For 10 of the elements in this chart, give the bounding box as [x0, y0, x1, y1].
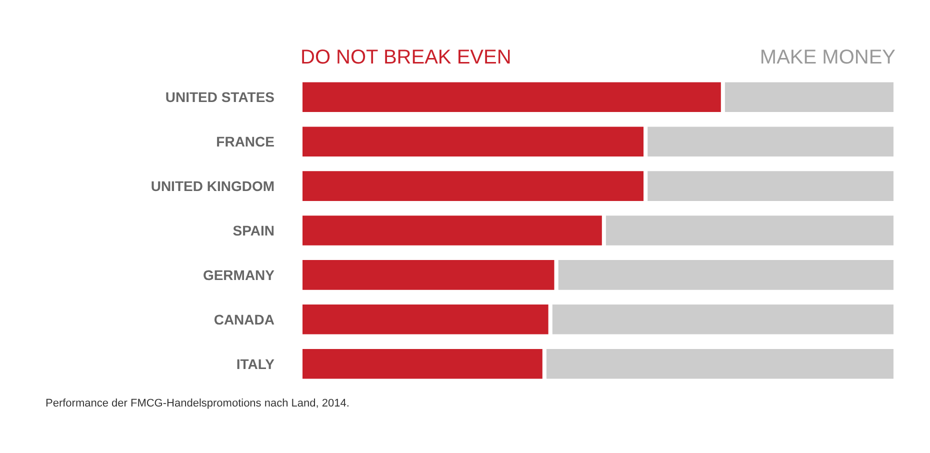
y-tick-label: GERMANY	[202, 266, 276, 283]
y-tick-label: UNITED STATES	[165, 89, 275, 106]
y-tick-label: FRANCE	[216, 134, 275, 150]
y-tick-label: SPAIN	[232, 222, 275, 238]
series-label: MAKE MONEY	[760, 46, 896, 68]
series-label: DO NOT BREAK EVEN	[300, 46, 512, 68]
y-tick-label: ITALY	[236, 356, 276, 372]
y-tick-label: UNITED KINGDOM	[150, 178, 275, 194]
text: Performance der FMCG-Handelspromotions nach Land, 2014.	[46, 398, 350, 410]
y-tick-label: CANADA	[214, 311, 275, 328]
